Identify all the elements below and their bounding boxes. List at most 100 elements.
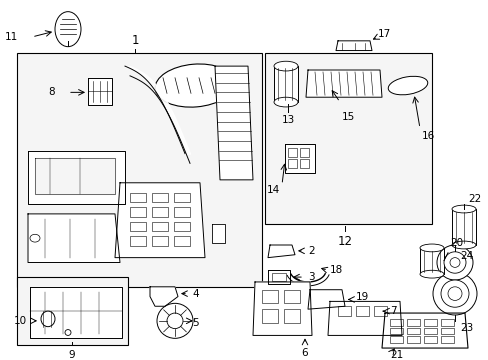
Ellipse shape — [273, 61, 297, 71]
Bar — [423, 328, 436, 334]
Polygon shape — [307, 290, 345, 309]
Ellipse shape — [55, 12, 81, 47]
Text: 5: 5 — [192, 318, 198, 328]
Text: 23: 23 — [459, 323, 472, 333]
Bar — [262, 290, 278, 303]
Bar — [130, 193, 146, 202]
Text: 21: 21 — [389, 350, 403, 360]
Polygon shape — [285, 144, 314, 173]
Bar — [284, 290, 299, 303]
Text: 7: 7 — [389, 306, 396, 316]
Text: 20: 20 — [449, 238, 462, 248]
Text: 9: 9 — [68, 350, 75, 360]
Bar — [152, 236, 168, 246]
Polygon shape — [267, 245, 294, 258]
Bar — [17, 277, 128, 345]
Bar — [355, 306, 368, 316]
Bar — [440, 319, 453, 326]
Ellipse shape — [41, 311, 55, 327]
Bar — [287, 159, 296, 168]
Bar — [389, 336, 402, 343]
Polygon shape — [381, 313, 467, 348]
Polygon shape — [35, 158, 115, 194]
Text: 14: 14 — [266, 185, 280, 195]
Text: 10: 10 — [14, 316, 27, 326]
Ellipse shape — [387, 76, 427, 95]
Bar — [423, 336, 436, 343]
Bar — [284, 309, 299, 323]
Polygon shape — [252, 282, 311, 336]
Ellipse shape — [451, 205, 475, 213]
Bar — [373, 306, 386, 316]
Bar — [174, 207, 190, 217]
Bar — [406, 336, 419, 343]
Text: 22: 22 — [467, 194, 480, 204]
Bar — [262, 309, 278, 323]
Polygon shape — [28, 151, 125, 204]
Ellipse shape — [273, 97, 297, 107]
Polygon shape — [419, 248, 443, 274]
Bar — [299, 148, 308, 157]
Polygon shape — [115, 183, 204, 258]
Text: 13: 13 — [281, 115, 294, 125]
Bar — [287, 148, 296, 157]
Text: 16: 16 — [421, 131, 434, 141]
Ellipse shape — [167, 313, 183, 329]
Bar — [174, 236, 190, 246]
Polygon shape — [28, 214, 120, 262]
Bar — [440, 336, 453, 343]
Bar — [406, 328, 419, 334]
Bar — [130, 236, 146, 246]
Ellipse shape — [157, 303, 193, 338]
Bar — [152, 222, 168, 231]
Polygon shape — [327, 301, 401, 336]
Polygon shape — [451, 209, 475, 245]
Text: 15: 15 — [341, 112, 354, 122]
Ellipse shape — [65, 330, 71, 336]
Polygon shape — [212, 224, 224, 243]
Ellipse shape — [155, 64, 234, 107]
Bar — [17, 54, 262, 287]
Bar — [271, 273, 285, 281]
Bar — [152, 207, 168, 217]
Bar — [174, 193, 190, 202]
Text: 17: 17 — [377, 29, 390, 39]
Bar — [264, 54, 431, 224]
Polygon shape — [335, 41, 371, 50]
Ellipse shape — [30, 234, 40, 242]
Bar — [440, 328, 453, 334]
Text: 19: 19 — [355, 292, 368, 302]
Text: 8: 8 — [48, 87, 55, 97]
Text: 4: 4 — [192, 289, 198, 298]
Bar — [299, 159, 308, 168]
Text: 12: 12 — [337, 235, 352, 248]
Bar — [174, 222, 190, 231]
Text: 11: 11 — [5, 32, 18, 42]
Bar — [130, 222, 146, 231]
Bar — [337, 306, 350, 316]
Text: 24: 24 — [459, 251, 472, 261]
Polygon shape — [150, 287, 178, 306]
Polygon shape — [88, 78, 112, 105]
Text: 1: 1 — [131, 34, 139, 47]
Text: 2: 2 — [307, 246, 314, 256]
Ellipse shape — [447, 287, 461, 300]
Ellipse shape — [432, 272, 476, 315]
Bar — [389, 319, 402, 326]
Ellipse shape — [440, 280, 468, 307]
Polygon shape — [30, 287, 122, 338]
Polygon shape — [267, 270, 289, 284]
Ellipse shape — [419, 244, 443, 252]
Ellipse shape — [436, 245, 472, 280]
Text: 6: 6 — [301, 348, 307, 358]
Polygon shape — [305, 70, 381, 97]
Ellipse shape — [449, 258, 459, 267]
Polygon shape — [215, 66, 252, 180]
Text: 3: 3 — [307, 272, 314, 282]
Ellipse shape — [443, 252, 465, 273]
Bar — [406, 319, 419, 326]
Polygon shape — [273, 66, 297, 102]
Ellipse shape — [451, 241, 475, 249]
Ellipse shape — [419, 270, 443, 278]
Bar — [130, 207, 146, 217]
